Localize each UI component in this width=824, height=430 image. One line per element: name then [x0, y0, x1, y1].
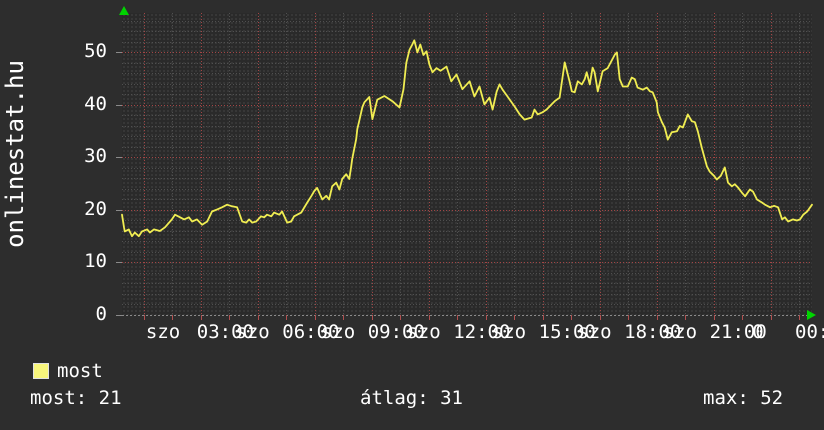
- y-axis-label: 10: [84, 250, 107, 273]
- x-axis-label: szo: [145, 321, 181, 343]
- stat-max: max: 52: [703, 387, 784, 409]
- legend-swatch: [33, 363, 49, 379]
- y-axis-label: 50: [84, 40, 107, 63]
- y-axis-label: 30: [84, 145, 107, 168]
- plot-area: [116, 13, 813, 320]
- stat-current: most: 21: [30, 387, 122, 409]
- y-axis-label: 0: [95, 303, 107, 325]
- x-axis-label: 18:00: [624, 321, 682, 343]
- y-axis-label: 20: [84, 197, 107, 220]
- y-axis-label: 40: [84, 92, 107, 115]
- x-axis-label: szo: [491, 321, 527, 343]
- x-axis-label: 15:00: [538, 321, 596, 343]
- x-axis-label: 12:00: [453, 321, 511, 343]
- x-axis-label: szo: [662, 321, 698, 343]
- x-axis-label: 0: [752, 321, 764, 343]
- stat-average: átlag: 31: [360, 387, 463, 409]
- x-axis-label: szo: [320, 321, 356, 343]
- x-axis-label: 03:00: [196, 321, 254, 343]
- x-axis-label: szo: [406, 321, 441, 343]
- x-axis-label: szo: [235, 321, 270, 343]
- x-axis-arrow-icon: [807, 310, 816, 320]
- x-axis-label: 09:00: [367, 321, 425, 343]
- x-axis-labels: szo 03:00 szo 06:00 szo 09:00 szo 12:00 szo 15:00…: [0, 321, 824, 345]
- x-axis-label: szo: [577, 321, 612, 343]
- series-line-most: [121, 39, 813, 238]
- x-axis-label: 00:00: [795, 321, 824, 343]
- legend-label: most: [57, 360, 103, 382]
- x-axis-label: 06:00: [282, 321, 340, 343]
- y-axis-arrow-icon: [119, 6, 129, 15]
- y-axis-labels: 0 10 20 30 40 50: [0, 13, 107, 325]
- chart-canvas: [116, 13, 813, 320]
- x-axis-label: 21:00: [709, 321, 767, 343]
